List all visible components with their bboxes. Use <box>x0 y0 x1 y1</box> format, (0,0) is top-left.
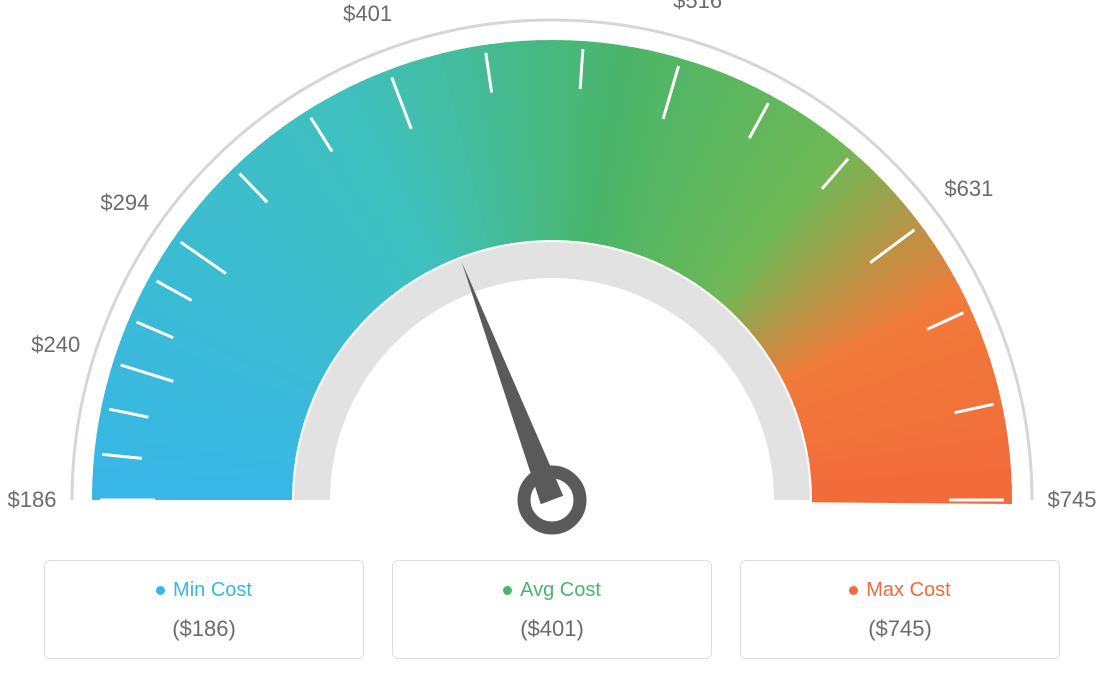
legend-label-text: Min Cost <box>173 579 252 601</box>
chart-container: $186 $240 $294 $401 $516 $631 $745 Min Cost ($… <box>0 0 1104 690</box>
legend-dot <box>849 586 858 595</box>
tick-label: $401 <box>343 1 392 27</box>
legend-label-text: Max Cost <box>866 579 950 601</box>
legend-value: ($745) <box>751 616 1049 642</box>
tick-label: $745 <box>1048 487 1097 513</box>
legend-row: Min Cost ($186) Avg Cost ($401) Max Cost… <box>0 560 1104 659</box>
gauge-area: $186 $240 $294 $401 $516 $631 $745 <box>0 0 1104 560</box>
gauge-svg <box>0 0 1104 560</box>
tick-label: $631 <box>944 176 993 202</box>
legend-dot <box>156 586 165 595</box>
legend-title: Avg Cost <box>403 579 701 602</box>
tick-label: $240 <box>31 332 80 358</box>
tick-label: $186 <box>8 487 57 513</box>
legend-title: Max Cost <box>751 579 1049 602</box>
legend-card: Max Cost ($745) <box>740 560 1060 659</box>
legend-card: Avg Cost ($401) <box>392 560 712 659</box>
tick-label: $516 <box>673 0 722 14</box>
legend-card: Min Cost ($186) <box>44 560 364 659</box>
tick-label: $294 <box>100 190 149 216</box>
legend-value: ($186) <box>55 616 353 642</box>
legend-label-text: Avg Cost <box>520 579 601 601</box>
legend-dot <box>503 586 512 595</box>
legend-title: Min Cost <box>55 579 353 602</box>
legend-value: ($401) <box>403 616 701 642</box>
